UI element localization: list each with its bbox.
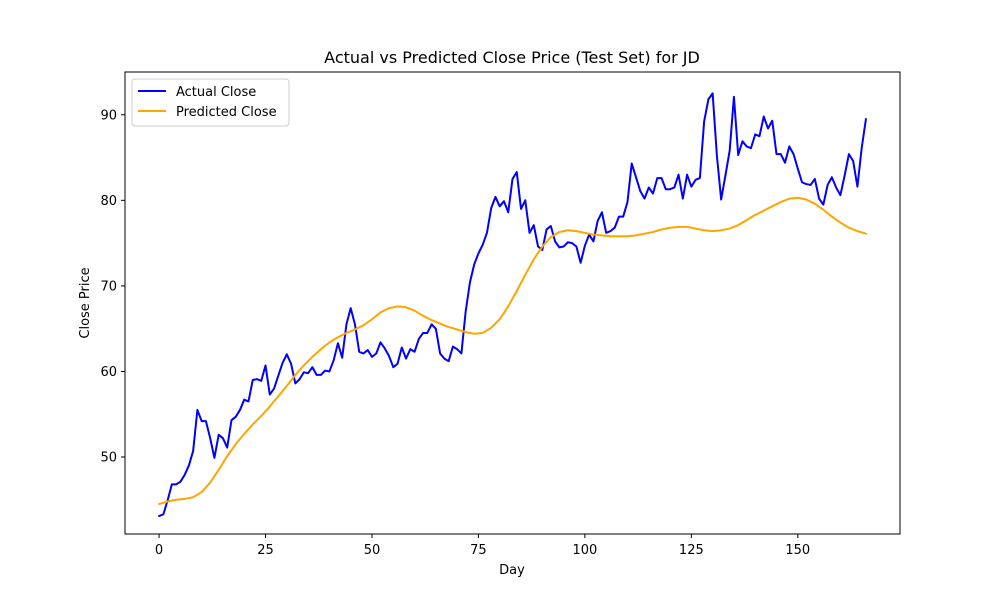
y-tick-label: 50 [100, 451, 117, 466]
x-axis-label: Day [499, 563, 525, 578]
y-axis: 50 60 70 80 90 [100, 108, 125, 466]
x-tick-label: 125 [679, 543, 704, 558]
series-line-predicted-close [158, 196, 867, 506]
chart-title: Actual vs Predicted Close Price (Test Se… [324, 48, 700, 67]
y-tick-label: 60 [100, 365, 117, 380]
legend: Actual Close Predicted Close [131, 78, 290, 127]
legend-label-predicted-close: Predicted Close [176, 105, 277, 120]
x-tick-label: 25 [257, 543, 274, 558]
x-tick-label: 75 [470, 543, 487, 558]
y-tick-label: 70 [100, 279, 117, 294]
x-axis: 0 25 50 75 100 125 150 [155, 534, 810, 558]
series-layer [158, 92, 867, 518]
x-tick-label: 50 [364, 543, 381, 558]
plot-frame [124, 71, 901, 535]
series-line-actual-close [158, 92, 867, 518]
x-tick-label: 0 [155, 543, 163, 558]
legend-label-actual-close: Actual Close [176, 85, 256, 100]
x-tick-label: 100 [572, 543, 597, 558]
y-axis-label: Close Price [78, 267, 93, 338]
legend-box [131, 78, 290, 127]
y-tick-label: 90 [100, 108, 117, 123]
y-tick-label: 80 [100, 194, 117, 209]
x-tick-label: 150 [785, 543, 810, 558]
